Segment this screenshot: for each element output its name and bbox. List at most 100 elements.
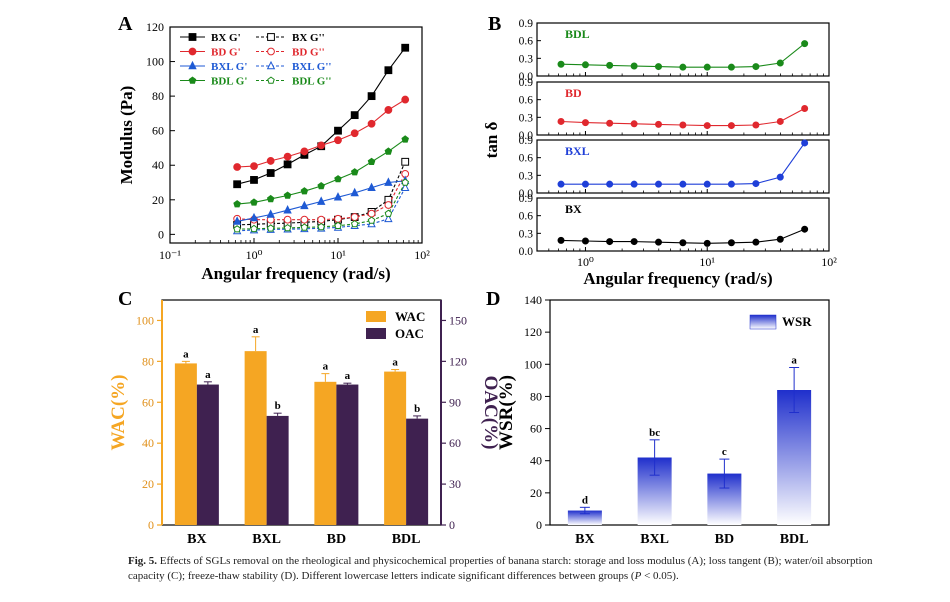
bar-oac: [406, 418, 429, 525]
data-point: [557, 60, 565, 68]
y-tick-label-d: 80: [530, 389, 542, 403]
y-axis-label-a: Modulus (Pa): [117, 86, 136, 185]
y-tick-label-b: 0.3: [519, 228, 534, 240]
data-point: [367, 119, 376, 128]
y-axis-label-b: tan δ: [482, 121, 501, 158]
data-point: [250, 224, 258, 233]
data-point: [233, 180, 242, 189]
bar-oac: [336, 384, 359, 525]
legend-label: BD G'': [292, 47, 325, 59]
y-axis-label-right-c: OAC(%): [480, 376, 501, 450]
data-point: [367, 92, 376, 101]
series-line: [560, 43, 805, 68]
y-tick-label-b: 0.6: [519, 36, 534, 48]
y-tick-label-b: 0.0: [519, 71, 534, 83]
data-point: [367, 209, 376, 218]
x-tick-label-d: BDL: [780, 532, 809, 547]
caption-p: P: [634, 570, 642, 582]
x-tick-label-b: 10²: [821, 255, 837, 269]
x-axis-label-b: Angular frequency (rad/s): [583, 269, 772, 288]
data-point: [334, 136, 342, 145]
data-point: [679, 180, 687, 188]
significance-letter: a: [392, 357, 398, 369]
y-tick-label-b: 0.3: [519, 53, 534, 65]
y-tick-label-d: 20: [530, 486, 542, 500]
data-point: [401, 95, 410, 104]
caption-tail: < 0.05).: [641, 570, 679, 582]
caption-text: Effects of SGLs removal on the rheologic…: [128, 555, 873, 582]
data-point: [300, 187, 309, 195]
y-tick-label-a: 20: [152, 193, 164, 207]
data-point: [384, 209, 393, 217]
y-tick-label-b: 0.0: [519, 246, 534, 258]
significance-letter: a: [323, 361, 329, 373]
y-tick-label-d: 140: [524, 293, 542, 307]
data-point: [557, 236, 565, 244]
y-tick-label-b: 0.6: [519, 211, 534, 223]
data-point: [557, 180, 565, 188]
data-point: [606, 180, 614, 188]
legend-marker: [188, 47, 197, 56]
data-point: [384, 213, 393, 223]
data-point: [232, 216, 242, 225]
series-line: [237, 173, 406, 221]
bar-wac: [174, 363, 197, 525]
y-tick-label-b: 0.9: [519, 18, 534, 30]
data-point: [752, 238, 760, 246]
data-point: [606, 238, 614, 246]
y-tick-label-right-c: 30: [449, 477, 461, 491]
data-point: [384, 106, 393, 114]
x-tick-label-a: 10²: [414, 248, 430, 262]
data-point: [333, 192, 343, 201]
y-tick-label-b: 0.6: [519, 153, 534, 165]
data-point: [655, 120, 663, 128]
data-point: [752, 180, 760, 188]
data-point: [655, 63, 663, 71]
data-point: [801, 40, 809, 48]
y-tick-label-right-c: 0: [449, 518, 455, 532]
legend-marker: [267, 33, 275, 41]
data-point: [317, 215, 326, 224]
x-tick-label-d: BD: [715, 532, 734, 547]
data-point: [350, 213, 359, 221]
bar-wsr: [567, 510, 602, 525]
y-tick-label-b: 0.6: [519, 95, 534, 107]
data-point: [266, 157, 275, 165]
data-point: [679, 239, 687, 247]
legend-swatch: [366, 311, 386, 322]
significance-letter: a: [183, 348, 189, 360]
bar-wac: [314, 381, 337, 525]
subplot-frame-b: [536, 81, 830, 136]
panel-label-b: B: [488, 13, 501, 35]
data-point: [801, 105, 809, 112]
data-point: [367, 216, 376, 224]
y-tick-label-d: 100: [524, 357, 542, 371]
data-point: [384, 177, 393, 186]
y-tick-label-b: 0.0: [519, 188, 534, 200]
y-tick-label-d: 0: [536, 518, 542, 532]
legend-marker: [188, 60, 197, 70]
legend-label: BXL G': [211, 61, 247, 73]
caption-label: Fig. 5.: [128, 555, 158, 567]
x-tick-label-c: BD: [327, 532, 346, 547]
data-point: [630, 120, 638, 128]
plot-frame-a: [169, 26, 423, 244]
legend-label: BDL G'': [292, 76, 331, 88]
legend-marker: [188, 76, 197, 84]
y-tick-label-b: 0.9: [519, 77, 534, 89]
data-point: [249, 212, 259, 222]
data-point: [350, 111, 359, 120]
data-point: [350, 168, 359, 176]
subplot-label-b: BXL: [565, 144, 590, 158]
data-point: [776, 59, 784, 67]
data-point: [703, 239, 711, 247]
data-point: [557, 117, 565, 125]
panel-label-a: A: [118, 13, 133, 35]
panel-label-d: D: [486, 288, 500, 310]
significance-letter: b: [275, 400, 281, 412]
data-point: [334, 175, 342, 183]
data-point: [384, 147, 393, 155]
data-point: [776, 235, 784, 243]
bar-wac: [244, 351, 267, 525]
data-point: [655, 238, 663, 246]
